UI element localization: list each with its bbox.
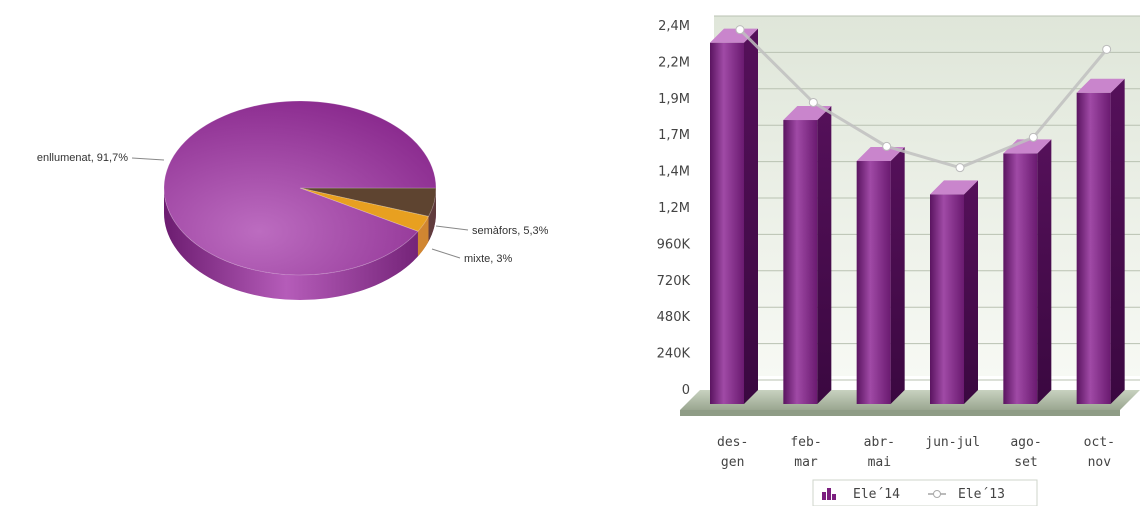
- legend-box: [812, 479, 1038, 506]
- bar-side: [817, 106, 832, 405]
- y-tick-label: 240K: [657, 347, 691, 362]
- bar-side: [1037, 139, 1052, 404]
- plot-background: [714, 16, 1140, 376]
- x-tick-label-line2: mai: [868, 455, 891, 470]
- x-tick-label: oct-: [1084, 435, 1115, 450]
- bar-front: [1076, 92, 1111, 404]
- y-tick-label: 720K: [657, 274, 691, 289]
- legend-label-ele14: Ele´14: [853, 487, 900, 502]
- x-tick-label: des-: [717, 435, 748, 450]
- bar-chart: 0 240K 480K 720K 960K 1,2M 1,4M 1,7M 1,9M 2,2M 2,4…: [657, 15, 1140, 506]
- y-tick-label: 0: [682, 383, 690, 398]
- line-point-0: [735, 25, 745, 35]
- bar-front: [930, 194, 964, 404]
- bar-0: [710, 28, 758, 405]
- bar-front: [856, 160, 891, 404]
- bar-top: [783, 106, 832, 121]
- x-tick-label: abr-: [864, 435, 895, 450]
- line-point-5: [1102, 44, 1112, 54]
- x-tick-label: ago-: [1010, 435, 1041, 450]
- y-tick-label: 1,2M: [658, 201, 690, 216]
- bar-side: [1110, 78, 1125, 404]
- x-tick-label-line2: nov: [1088, 455, 1112, 470]
- pie-slice-mixte: [299, 187, 430, 232]
- x-tick-label: feb-: [790, 435, 821, 450]
- x-tick-label-line2: set: [1014, 455, 1037, 470]
- y-tick-label: 2,4M: [658, 19, 690, 34]
- pie-leader-mixte: [431, 248, 461, 259]
- pie-slice-enllumenat: [163, 100, 437, 276]
- y-tick-label: 960K: [657, 237, 691, 252]
- bar-front: [783, 120, 818, 405]
- pie-leader-semfors: [435, 225, 469, 231]
- bar-5: [1076, 78, 1125, 404]
- bar-front: [710, 42, 744, 404]
- legend-bar-icon: [822, 488, 836, 500]
- legend-line-icon: [928, 490, 946, 498]
- bar-front: [1003, 153, 1038, 404]
- line-series-ele13: [738, 28, 1108, 170]
- pie-slice-semfors: [299, 187, 437, 217]
- pie-chart: enllumenat, 91,7% semàfors, 5,3% mixte, 3%: [37, 100, 549, 300]
- line-point-3: [955, 163, 965, 173]
- bar-side: [744, 28, 758, 405]
- bar-top: [930, 180, 978, 195]
- bar-top: [856, 146, 905, 161]
- y-tick-label: 1,9M: [658, 92, 690, 107]
- bar-4: [1003, 139, 1052, 404]
- pie-label-enllumenat: enllumenat, 91,7%: [37, 152, 128, 164]
- chart-legend: Ele´14 Ele´13: [812, 479, 1038, 506]
- bar-3: [930, 180, 978, 404]
- x-tick-label-line2: mar: [794, 455, 818, 470]
- line-point-2: [882, 141, 892, 151]
- y-tick-label: 480K: [657, 310, 691, 325]
- legend-label-ele13: Ele´13: [958, 487, 1005, 502]
- x-tick-label-line2: gen: [721, 455, 744, 470]
- line-point-1: [808, 97, 818, 107]
- pie-side-semfors: [428, 188, 436, 242]
- bar-side: [890, 146, 905, 404]
- bar-top: [1076, 78, 1125, 93]
- pie-label-semfors: semàfors, 5,3%: [472, 225, 549, 237]
- plot-floor-edge: [680, 410, 1120, 416]
- pie-leader-enllumenat: [131, 157, 165, 161]
- line-point-4: [1028, 132, 1038, 142]
- pie-side: [164, 188, 436, 300]
- bar-2: [856, 146, 905, 404]
- y-tick-label: 1,4M: [658, 165, 690, 180]
- x-tick-label: jun-jul: [925, 435, 980, 450]
- bar-top: [710, 28, 758, 43]
- bar-1: [783, 106, 832, 405]
- y-tick-label: 2,2M: [658, 55, 690, 70]
- y-tick-label: 1,7M: [658, 128, 690, 143]
- bar-side: [964, 180, 978, 404]
- pie-side-mixte: [417, 216, 429, 257]
- pie-label-mixte: mixte, 3%: [464, 253, 513, 265]
- bar-top: [1003, 139, 1052, 154]
